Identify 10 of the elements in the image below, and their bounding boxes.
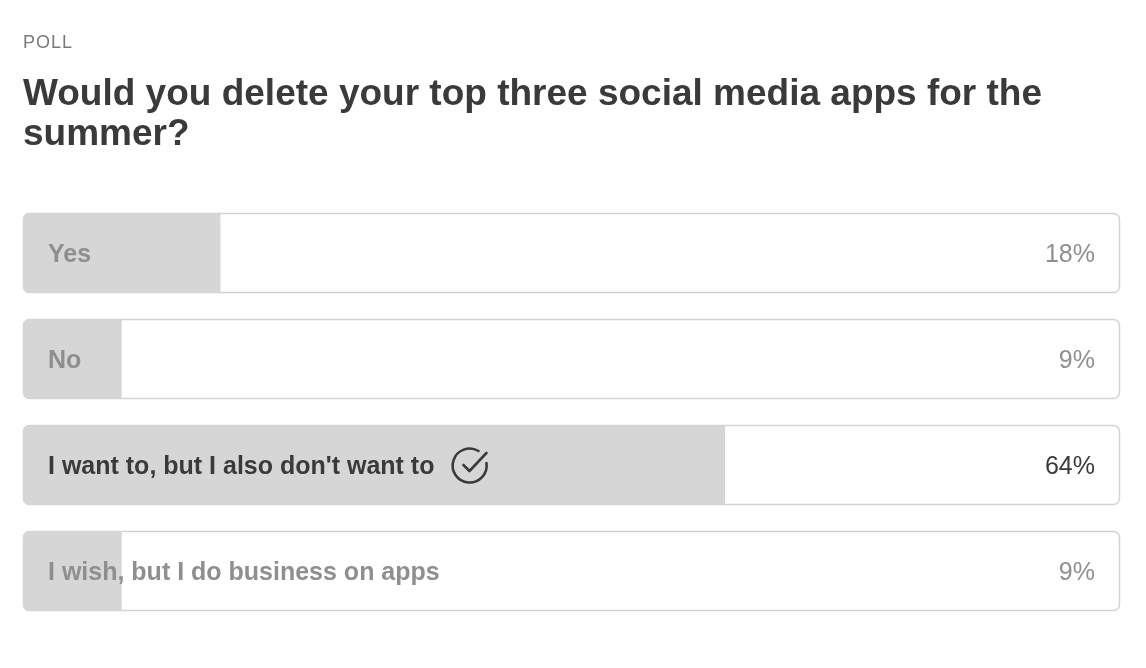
data-label: 9%	[1058, 557, 1095, 585]
y-tick-label: No	[48, 345, 82, 373]
data-label: 64%	[1044, 451, 1095, 479]
chart-subtitle: POLL	[23, 32, 74, 52]
data-label: 9%	[1058, 345, 1095, 373]
y-tick-label: Yes	[48, 239, 92, 267]
y-tick-label: I want to, but I also don't want to	[48, 451, 435, 479]
y-tick-label: I wish, but I do business on apps	[48, 557, 440, 585]
data-label: 18%	[1044, 239, 1095, 267]
chart-title: Would you delete your top three social media apps for the summer?	[23, 72, 1043, 153]
